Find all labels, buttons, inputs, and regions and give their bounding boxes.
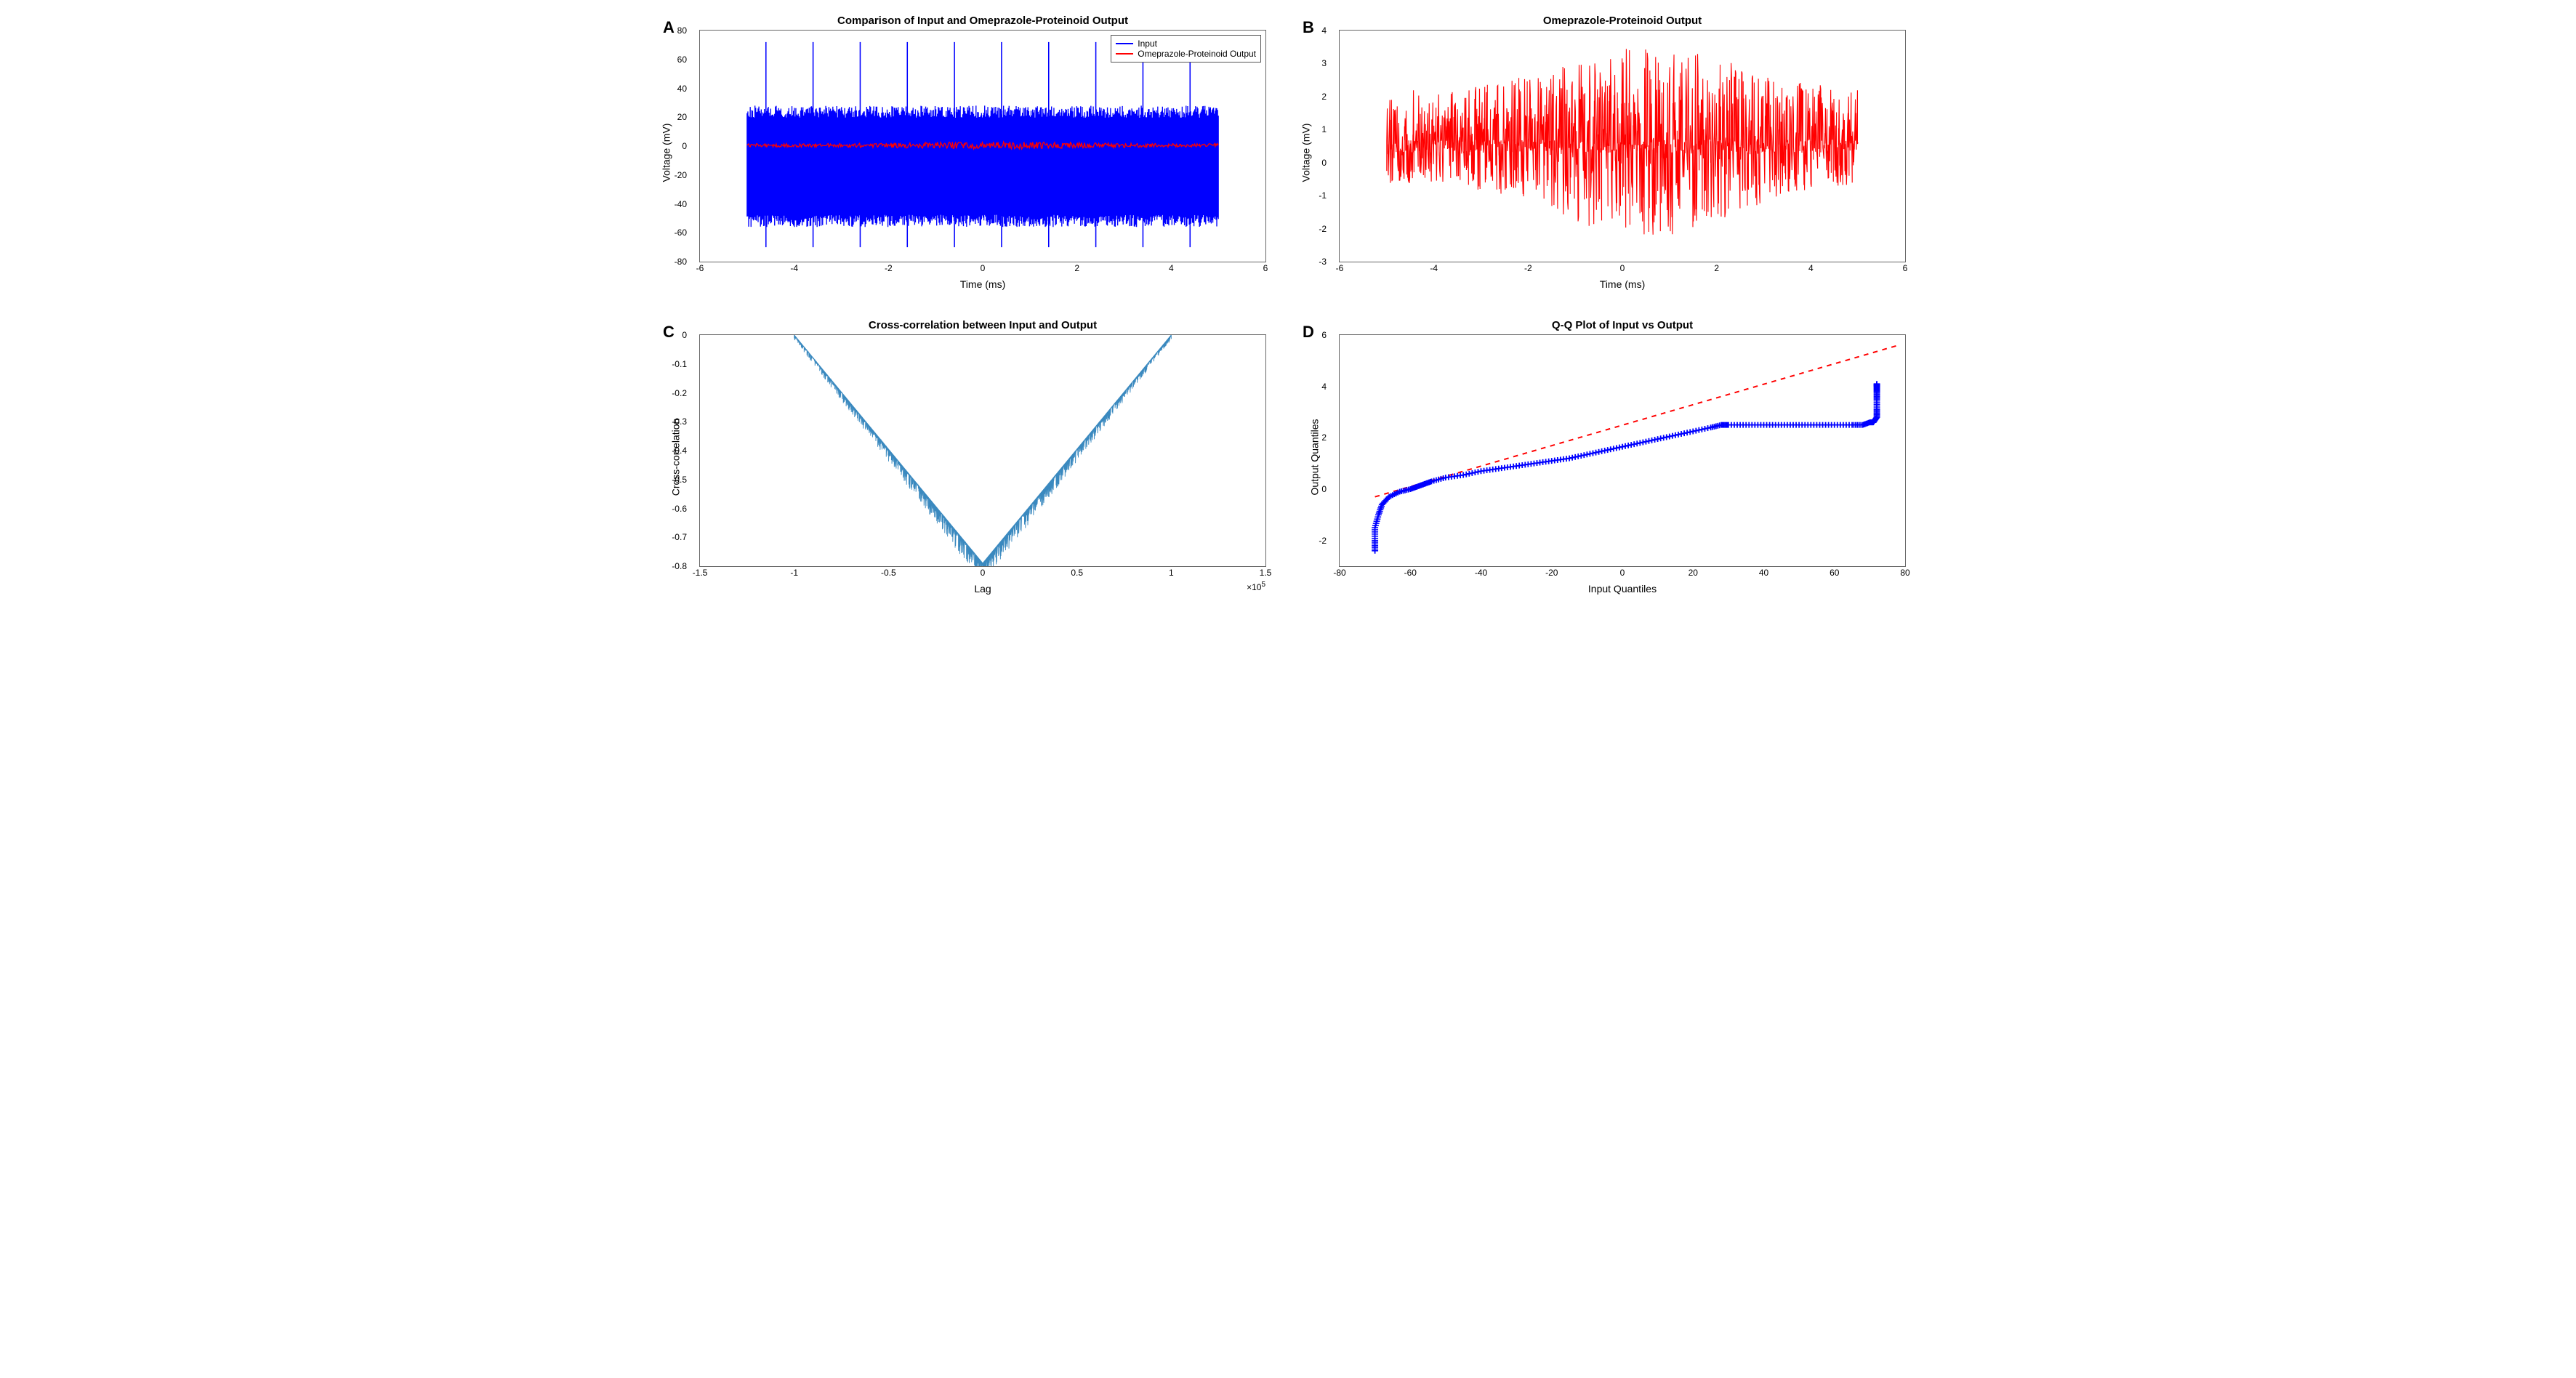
chart-title-d: Q-Q Plot of Input vs Output — [1339, 319, 1906, 331]
xticks-d: -80-60-40-20020406080 — [1340, 568, 1905, 581]
xlabel-b: Time (ms) — [1339, 278, 1906, 290]
plot-d: -80-60-40-20020406080 -20246 — [1339, 334, 1906, 567]
xlabel-c: Lag — [699, 583, 1266, 595]
plot-a: -6-4-20246 -80-60-40-20020406080 InputOm… — [699, 30, 1266, 262]
panel-b: B Omeprazole-Proteinoid Output Voltage (… — [1310, 15, 1906, 290]
xlabel-d: Input Quantiles — [1339, 583, 1906, 595]
xticks-a: -6-4-20246 — [700, 263, 1265, 276]
ylabel-a: Voltage (mV) — [660, 123, 672, 182]
xticks-b: -6-4-20246 — [1340, 263, 1905, 276]
plot-b: -6-4-20246 -3-2-101234 — [1339, 30, 1906, 262]
xticks-c: -1.5-1-0.500.511.5 — [700, 568, 1265, 581]
xlabel-a: Time (ms) — [699, 278, 1266, 290]
chart-title-a: Comparison of Input and Omeprazole-Prote… — [699, 15, 1266, 27]
legend-a: InputOmeprazole-Proteinoid Output — [1111, 35, 1261, 63]
figure-grid: A Comparison of Input and Omeprazole-Pro… — [670, 15, 1906, 595]
chart-title-b: Omeprazole-Proteinoid Output — [1339, 15, 1906, 27]
plot-c: -1.5-1-0.500.511.5 -0.8-0.7-0.6-0.5-0.4-… — [699, 334, 1266, 567]
ylabel-b: Voltage (mV) — [1300, 123, 1311, 182]
panel-a: A Comparison of Input and Omeprazole-Pro… — [670, 15, 1266, 290]
x-exponent-c: ×105 — [1247, 581, 1265, 592]
panel-d: D Q-Q Plot of Input vs Output Output Qua… — [1310, 319, 1906, 595]
ylabel-d: Output Quantiles — [1309, 419, 1321, 495]
chart-title-c: Cross-correlation between Input and Outp… — [699, 319, 1266, 331]
panel-c: C Cross-correlation between Input and Ou… — [670, 319, 1266, 595]
